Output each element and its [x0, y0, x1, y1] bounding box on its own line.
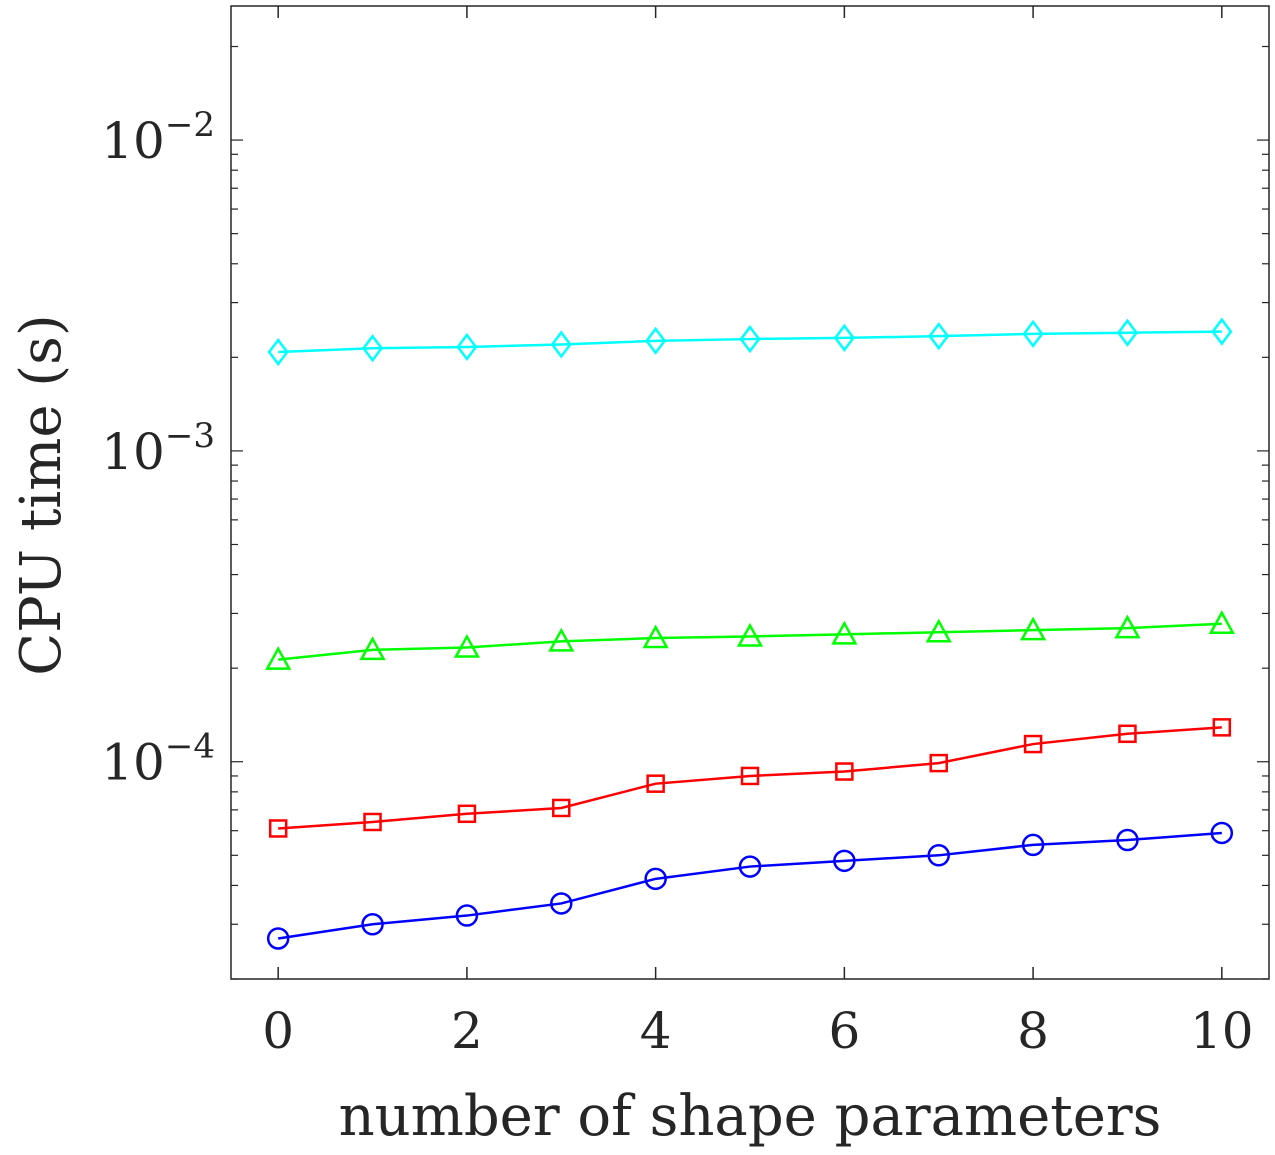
data-point-diamond: [1211, 317, 1233, 346]
y-axis-ticks: 10−4 10−3 10−2: [101, 45, 1269, 980]
y-tick-label: 10−4: [101, 727, 215, 792]
data-point-diamond: [456, 332, 478, 362]
x-tick-label: 10: [1190, 1002, 1254, 1060]
data-point-square: [457, 804, 477, 824]
data-point-square: [740, 766, 760, 786]
series-square: [268, 718, 1232, 838]
data-point-diamond: [1116, 318, 1139, 347]
data-point-triangle: [736, 622, 764, 647]
plot-area: [230, 5, 1270, 980]
data-point-circle: [738, 855, 762, 878]
x-axis-label: number of shape parameters: [339, 1084, 1162, 1149]
data-point-triangle: [1019, 616, 1047, 641]
data-point-circle: [550, 892, 573, 915]
data-point-circle: [1021, 833, 1045, 857]
data-point-diamond: [645, 326, 667, 355]
data-point-circle: [455, 904, 479, 927]
data-point-diamond: [739, 324, 761, 354]
data-point-triangle: [831, 620, 858, 645]
y-axis-label: CPU time (s): [9, 314, 74, 675]
series-line: [278, 726, 1222, 830]
series-layer: [265, 317, 1235, 950]
series-triangle: [265, 610, 1235, 670]
data-point-triangle: [642, 624, 669, 649]
data-point-circle: [1210, 821, 1234, 845]
data-point-diamond: [833, 323, 855, 352]
data-point-square: [1118, 724, 1137, 744]
data-point-circle: [266, 927, 290, 950]
data-point-square: [646, 774, 665, 793]
data-point-diamond: [928, 322, 950, 351]
x-tick-label: 4: [640, 1002, 672, 1060]
x-axis-ticks: 0 2 4 6 8 10: [262, 6, 1254, 1060]
y-tick-label: 10−2: [101, 105, 215, 170]
series-line: [277, 831, 1222, 940]
series-line: [278, 330, 1222, 354]
data-point-circle: [644, 867, 667, 891]
x-tick-label: 0: [262, 1002, 294, 1060]
plot-frame: [230, 5, 1270, 980]
data-point-diamond: [267, 337, 289, 367]
data-point-diamond: [1022, 319, 1044, 348]
y-tick-label: 10−3: [101, 416, 215, 481]
x-tick-label: 8: [1017, 1002, 1049, 1060]
data-point-circle: [1116, 828, 1139, 852]
data-point-triangle: [1114, 614, 1141, 639]
data-point-square: [1023, 734, 1043, 754]
data-point-triangle: [1208, 610, 1235, 634]
data-point-square: [363, 812, 382, 832]
data-point-triangle: [548, 627, 575, 652]
data-point-circle: [927, 844, 950, 867]
data-point-square: [835, 762, 854, 781]
data-point-diamond: [361, 334, 384, 363]
data-point-square: [1212, 718, 1232, 737]
data-point-square: [268, 819, 288, 838]
series-circle: [266, 821, 1234, 950]
data-point-square: [929, 753, 948, 773]
data-point-circle: [833, 849, 856, 873]
data-point-triangle: [925, 618, 952, 643]
x-tick-label: 6: [828, 1002, 860, 1060]
data-point-triangle: [453, 633, 481, 658]
data-point-triangle: [265, 646, 292, 670]
data-point-triangle: [359, 636, 386, 661]
data-point-circle: [361, 913, 384, 936]
series-diamond: [267, 317, 1233, 367]
x-tick-label: 2: [451, 1002, 483, 1060]
series-line: [278, 622, 1222, 661]
data-point-square: [552, 798, 571, 818]
data-point-diamond: [550, 330, 572, 359]
